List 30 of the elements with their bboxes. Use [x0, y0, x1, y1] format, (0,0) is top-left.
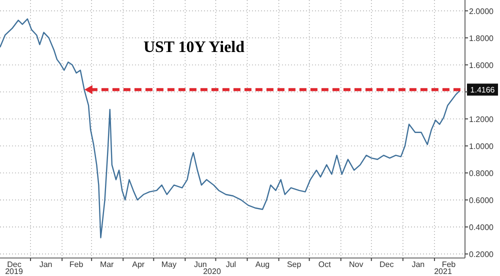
x-tick-label: Aug: [255, 260, 270, 269]
y-tick-label: 1.8000: [469, 34, 494, 43]
x-tick-label: Jan: [39, 260, 52, 269]
y-tick-label: 1.0000: [469, 142, 494, 151]
x-tick-label: Oct: [318, 260, 332, 269]
x-tick-label: Feb: [442, 260, 456, 269]
x-tick-label: Mar: [100, 260, 114, 269]
x-tick-label: Dec: [7, 260, 22, 269]
text: 2019: [5, 267, 24, 276]
x-tick-label: Jul: [226, 260, 236, 269]
x-tick-label: May: [161, 260, 176, 269]
y-tick-label: 2.0000: [469, 6, 494, 16]
x-tick-label: Apr: [132, 260, 145, 269]
y-tick-label: 0.8000: [469, 168, 494, 178]
x-tick-label: Jun: [194, 260, 207, 269]
x-tick-label: Sep: [286, 260, 302, 269]
y-tick-label: 0.6000: [469, 196, 494, 205]
ref-line-label: 1.4166: [470, 86, 496, 95]
y-tick-label: 1.2000: [469, 114, 494, 124]
x-tick-label: Feb: [69, 260, 84, 269]
y-tick-label: 0.2000: [469, 250, 494, 259]
x-tick-label: Jan: [412, 260, 425, 269]
line-series: [0, 18, 461, 238]
x-tick-label: Nov: [349, 260, 364, 269]
y-tick-label: 0.4000: [469, 222, 494, 232]
text: 2021: [434, 267, 452, 276]
text: 2020: [203, 267, 222, 276]
text: UST 10Y Yield: [143, 39, 245, 56]
x-tick-label: Dec: [380, 260, 394, 269]
y-tick-label: 1.6000: [469, 60, 494, 70]
